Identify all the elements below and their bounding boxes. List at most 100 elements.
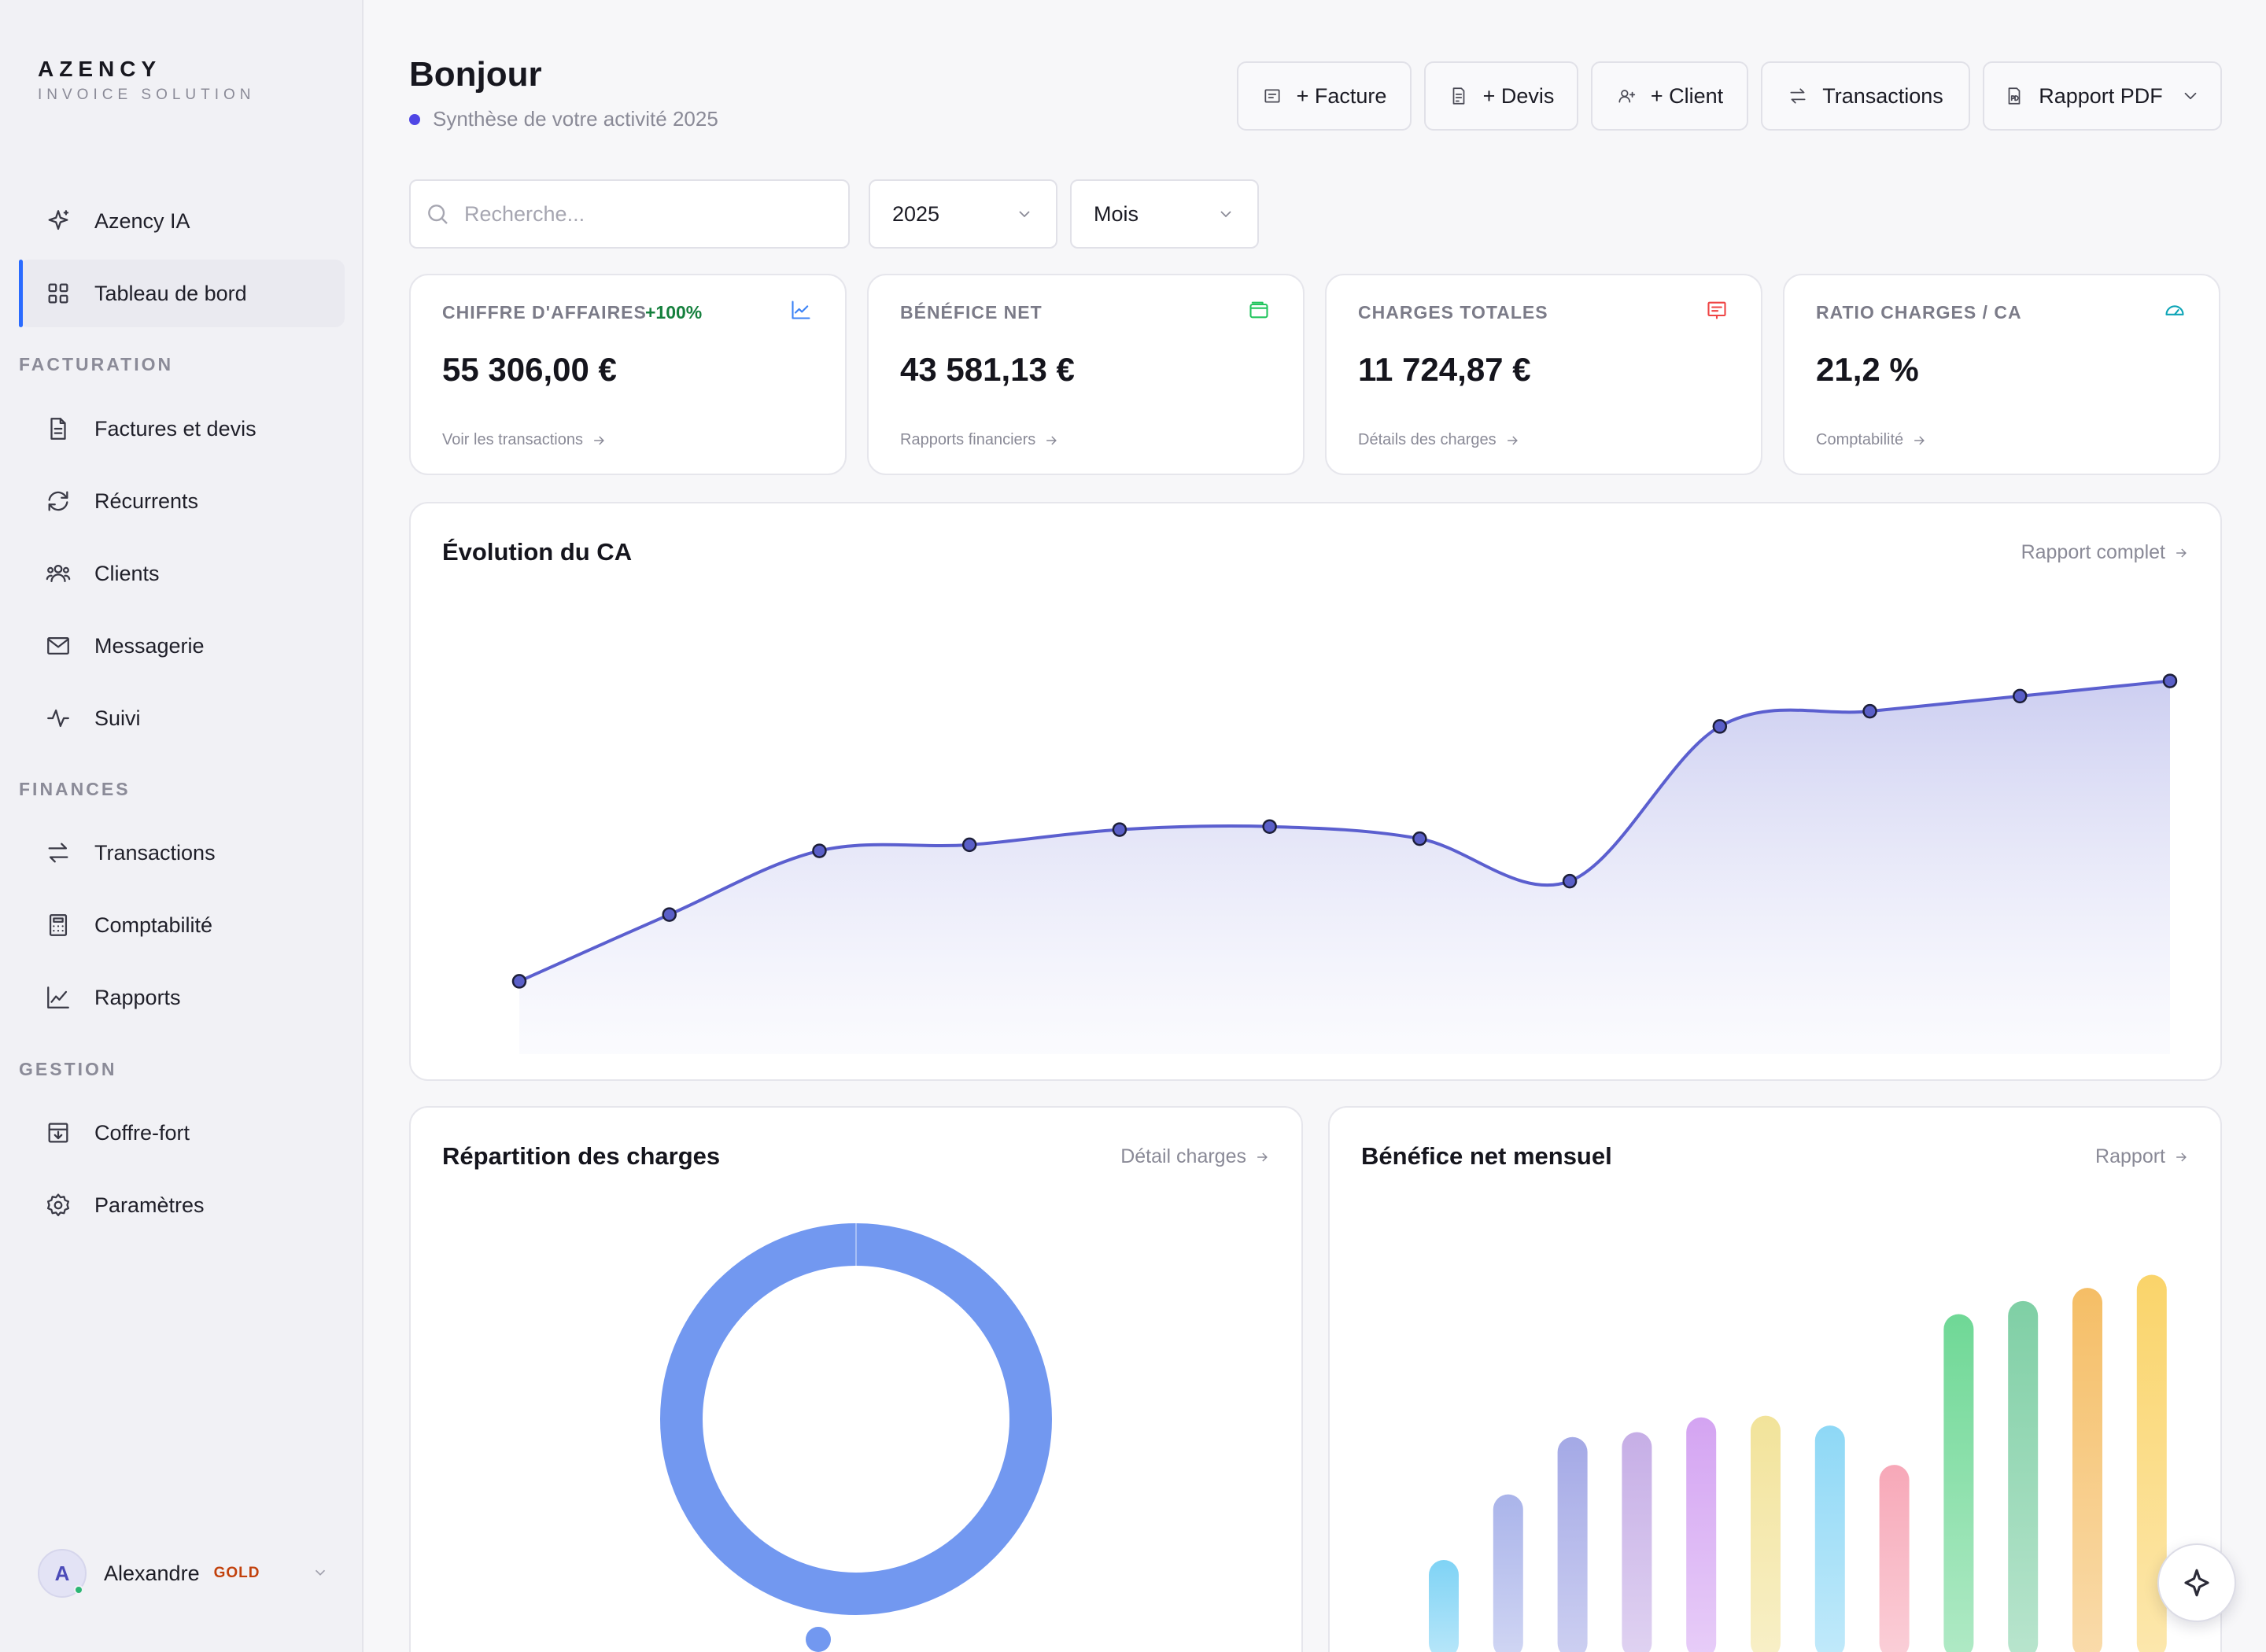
sidebar-item-rapports[interactable]: Rapports [19, 964, 345, 1031]
card-title: Bénéfice net mensuel [1361, 1142, 1612, 1170]
sidebar-item-comptabilite[interactable]: Comptabilité [19, 891, 345, 959]
user-menu[interactable]: A Alexandre GOLD [38, 1548, 329, 1599]
activity-icon [44, 704, 72, 732]
profit-bar-4[interactable] [1622, 1432, 1652, 1652]
profit-report-link[interactable]: Rapport [2095, 1145, 2189, 1168]
ca-point-11[interactable] [2013, 688, 2028, 704]
sidebar-item-clients[interactable]: Clients [19, 540, 345, 607]
avatar: A [38, 1549, 87, 1598]
profit-bar-11[interactable] [2072, 1288, 2102, 1652]
sidebar-item-label: Comptabilité [94, 913, 213, 937]
mail-icon [44, 632, 72, 660]
arrow-right-icon [1914, 435, 1925, 445]
sidebar-item-messagerie[interactable]: Messagerie [19, 612, 345, 680]
sidebar-item-tableau-de-bord[interactable]: Tableau de bord [19, 260, 345, 327]
status-dot [409, 113, 420, 125]
ca-point-9[interactable] [1712, 719, 1728, 734]
quote-icon [1452, 87, 1464, 105]
new-quote-button[interactable]: + Devis [1424, 61, 1578, 131]
search-box[interactable] [409, 179, 850, 249]
ca-point-10[interactable] [1862, 703, 1877, 719]
transactions-button[interactable]: Transactions [1761, 61, 1970, 131]
charges-detail-link[interactable]: Détail charges [1120, 1145, 1270, 1168]
pdf-icon [2008, 87, 2021, 105]
receipt-icon [1706, 299, 1728, 325]
profit-bar-10[interactable] [2008, 1300, 2039, 1652]
sidebar-item-label: Paramètres [94, 1193, 205, 1217]
sidebar-item-coffre-fort[interactable]: Coffre-fort [19, 1099, 345, 1167]
ca-point-3[interactable] [812, 843, 827, 858]
sidebar-item-recurrents[interactable]: Récurrents [19, 467, 345, 535]
sidebar-item-factures[interactable]: Factures et devis [19, 395, 345, 463]
kpi-link[interactable]: Détails des charges [1358, 431, 1520, 449]
kpi-link[interactable]: Comptabilité [1816, 431, 1927, 449]
section-finances: FINANCES [19, 779, 131, 799]
button-label: + Devis [1482, 83, 1555, 108]
chevron-down-icon [2184, 92, 2197, 100]
year-value: 2025 [892, 201, 940, 226]
profit-bar-3[interactable] [1557, 1436, 1588, 1652]
ca-point-6[interactable] [1262, 819, 1277, 834]
profit-bar-5[interactable] [1686, 1417, 1717, 1652]
refresh-icon [44, 487, 72, 515]
user-name: Alexandre [104, 1561, 200, 1585]
sidebar-item-label: Messagerie [94, 633, 205, 658]
sparkle-icon [44, 207, 72, 235]
year-select[interactable]: 2025 [869, 179, 1057, 249]
profit-bar-6[interactable] [1751, 1415, 1781, 1652]
ca-point-8[interactable] [1562, 873, 1578, 889]
sidebar-item-label: Coffre-fort [94, 1120, 190, 1145]
sidebar-item-label: Suivi [94, 706, 141, 730]
card-title: Évolution du CA [442, 538, 633, 566]
sidebar-item-label: Clients [94, 561, 160, 585]
sidebar-item-transactions[interactable]: Transactions [19, 819, 345, 887]
search-input[interactable] [464, 201, 826, 227]
ca-point-4[interactable] [961, 837, 977, 853]
legend-swatch-0[interactable] [806, 1627, 831, 1652]
sidebar-item-label: Transactions [94, 840, 216, 865]
trend-up-icon [790, 299, 812, 325]
profit-bar-chart [1429, 1274, 2167, 1652]
full-report-link[interactable]: Rapport complet [2021, 541, 2189, 564]
profit-bar-2[interactable] [1493, 1494, 1523, 1652]
brand-logo[interactable]: AZENCY INVOICE SOLUTION [38, 57, 256, 104]
ca-point-5[interactable] [1112, 822, 1127, 837]
kpi-link[interactable]: Voir les transactions [442, 431, 607, 449]
sidebar-item-parametres[interactable]: Paramètres [19, 1171, 345, 1239]
period-select[interactable]: Mois [1070, 179, 1259, 249]
arrow-right-icon [594, 435, 604, 445]
profit-bar-8[interactable] [1879, 1465, 1910, 1652]
kpi-link-label: Comptabilité [1816, 431, 1904, 448]
new-client-button[interactable]: + Client [1591, 61, 1748, 131]
ca-point-12[interactable] [2162, 673, 2178, 688]
ai-assistant-button[interactable] [2157, 1543, 2236, 1622]
profit-bar-1[interactable] [1429, 1560, 1459, 1652]
profit-bar-12[interactable] [2136, 1274, 2167, 1652]
chart-line-icon [44, 983, 72, 1012]
ca-point-1[interactable] [511, 974, 527, 989]
sidebar-item-suivi[interactable]: Suivi [19, 684, 345, 752]
kpi-link[interactable]: Rapports financiers [900, 431, 1059, 449]
sidebar: AZENCY INVOICE SOLUTION Azency IA Tablea… [0, 0, 364, 1652]
sidebar-item-label: Factures et devis [94, 416, 256, 441]
kpi-link-label: Rapports financiers [900, 431, 1036, 448]
arrow-right-icon [1257, 1152, 1268, 1162]
sidebar-item-azency-ia[interactable]: Azency IA [19, 187, 345, 255]
ca-point-2[interactable] [662, 907, 677, 922]
profit-bar-9[interactable] [1943, 1314, 1974, 1652]
brand-name: AZENCY [38, 57, 162, 81]
archive-icon [44, 1119, 72, 1147]
charges-donut-chart [660, 1223, 1052, 1652]
arrow-right-icon [1507, 435, 1518, 445]
kpi-value: 11 724,87 € [1358, 351, 1531, 388]
pdf-report-button[interactable]: Rapport PDF [1983, 61, 2222, 131]
profit-bar-7[interactable] [1814, 1425, 1845, 1652]
link-label: Rapport [2095, 1145, 2165, 1167]
brand-subtitle: INVOICE SOLUTION [38, 87, 256, 103]
ca-point-7[interactable] [1412, 831, 1427, 846]
new-invoice-button[interactable]: + Facture [1237, 61, 1412, 131]
donut-slice-0[interactable] [660, 1223, 1052, 1615]
section-gestion: GESTION [19, 1059, 117, 1079]
subtitle-text: Synthèse de votre activité 2025 [433, 107, 718, 131]
kpi-value: 43 581,13 € [900, 351, 1075, 388]
